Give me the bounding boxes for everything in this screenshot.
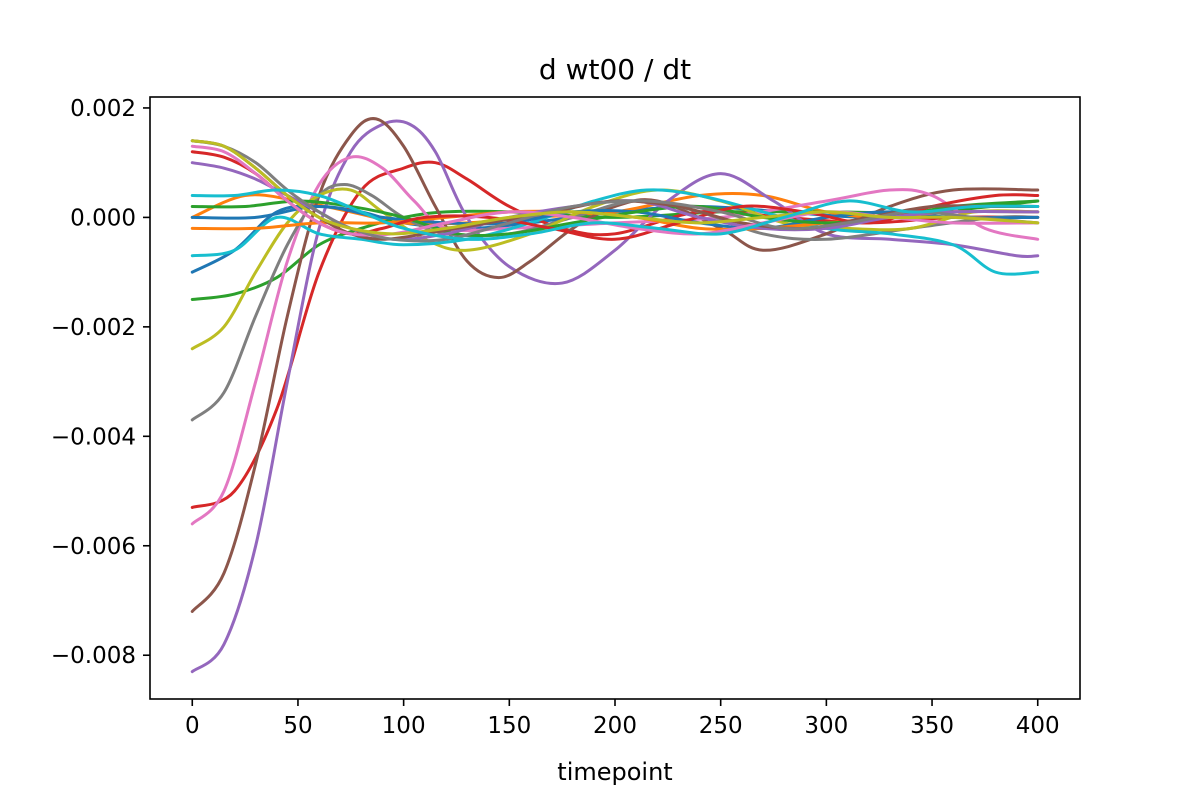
y-tick-label: −0.006 [51, 534, 136, 560]
x-axis-label: timepoint [557, 758, 672, 786]
series-line-20 [190, 188, 1040, 241]
series-line-18 [190, 139, 1040, 243]
y-tick-label: −0.004 [51, 424, 136, 450]
series-layer [190, 117, 1040, 674]
x-tick-label: 350 [910, 713, 954, 739]
series-line-10 [190, 188, 1040, 276]
x-tick-label: 400 [1016, 713, 1060, 739]
x-tick-label: 0 [185, 713, 200, 739]
y-tick-label: 0.000 [70, 205, 136, 231]
x-axis-ticks: 0 50 100 150 200 250 300 350 400 [185, 699, 1060, 739]
x-tick-label: 200 [593, 713, 637, 739]
x-tick-label: 150 [487, 713, 531, 739]
y-tick-label: −0.008 [51, 643, 136, 669]
chart-title: d wt00 / dt [539, 53, 691, 86]
y-axis-ticks: −0.008 −0.006 −0.004 −0.002 0.000 0.002 [51, 96, 150, 669]
x-tick-label: 100 [382, 713, 426, 739]
x-tick-label: 250 [699, 713, 743, 739]
y-tick-label: −0.002 [51, 315, 136, 341]
x-tick-label: 300 [804, 713, 848, 739]
series-line-9 [190, 187, 1040, 351]
x-tick-label: 50 [283, 713, 312, 739]
y-tick-label: 0.002 [70, 96, 136, 122]
